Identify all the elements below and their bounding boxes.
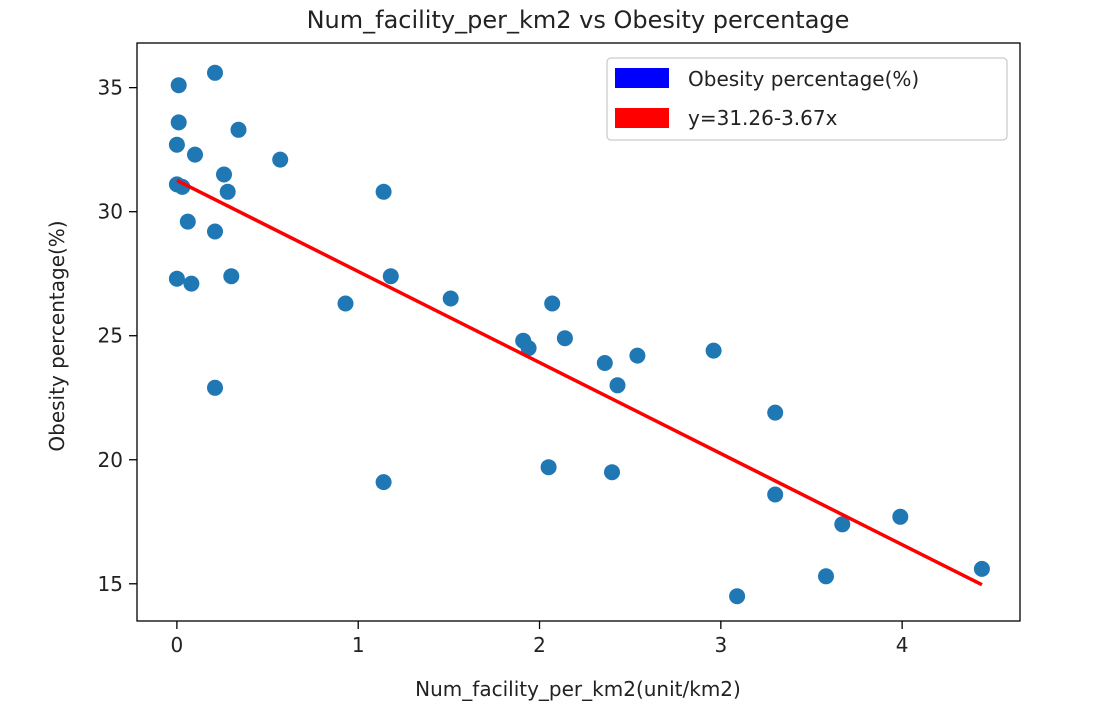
data-point-2 (170, 114, 187, 131)
y-tick-label-15: 15 (98, 572, 123, 596)
data-point-0 (170, 77, 187, 94)
data-point-6 (272, 151, 289, 168)
x-tick-label-3: 3 (714, 633, 727, 657)
data-point-3 (230, 121, 247, 138)
plot-frame (136, 42, 1021, 622)
data-point-4 (168, 136, 185, 153)
x-tick-label-0: 0 (171, 633, 184, 657)
data-point-16 (223, 268, 240, 285)
y-tick-label-30: 30 (98, 200, 123, 224)
data-point-20 (544, 295, 561, 312)
data-point-11 (375, 183, 392, 200)
data-point-28 (207, 379, 223, 396)
legend-label-regression: y=31.26-3.67x (688, 106, 838, 130)
y-tick-label-20: 20 (98, 448, 123, 472)
data-point-36 (818, 568, 834, 585)
x-tick-label-1: 1 (352, 633, 365, 657)
data-point-37 (973, 560, 990, 577)
data-point-32 (375, 474, 392, 491)
data-point-25 (629, 347, 646, 364)
data-point-27 (609, 377, 626, 394)
data-point-5 (187, 146, 203, 163)
data-point-22 (520, 340, 537, 357)
legend-swatch-regression (615, 108, 669, 128)
data-point-17 (382, 268, 399, 285)
legend: Obesity percentage(%) y=31.26-3.67x (606, 57, 1008, 141)
legend-box (606, 57, 1008, 141)
y-axis-label: Obesity percentage(%) (45, 220, 69, 451)
axis-ticks: 0 1 2 3 4 15 20 25 30 35 (98, 76, 909, 657)
data-point-38 (729, 588, 746, 605)
x-tick-label-4: 4 (896, 633, 909, 657)
data-point-15 (183, 275, 200, 292)
data-point-31 (604, 464, 620, 481)
data-point-26 (705, 342, 722, 359)
data-point-23 (556, 330, 573, 347)
data-point-35 (892, 508, 909, 525)
plot-area (168, 64, 990, 605)
data-point-34 (834, 516, 851, 533)
regression-line (176, 178, 983, 587)
data-point-7 (216, 166, 232, 183)
legend-swatch-obesity (615, 68, 669, 88)
data-point-12 (179, 213, 196, 230)
data-point-10 (219, 183, 236, 200)
y-tick-label-25: 25 (98, 324, 123, 348)
data-point-18 (337, 295, 354, 312)
y-tick-label-35: 35 (98, 76, 123, 100)
data-point-1 (207, 64, 223, 81)
x-tick-label-2: 2 (533, 633, 546, 657)
data-point-29 (767, 404, 784, 421)
data-point-19 (442, 290, 459, 307)
legend-label-obesity: Obesity percentage(%) (688, 67, 919, 91)
data-point-33 (767, 486, 784, 503)
data-point-24 (596, 355, 613, 371)
data-point-13 (207, 223, 223, 240)
data-point-30 (540, 459, 557, 476)
x-axis-label: Num_facility_per_km2(unit/km2) (415, 677, 741, 701)
data-point-14 (168, 270, 185, 287)
chart-title: Num_facility_per_km2 vs Obesity percenta… (307, 6, 850, 34)
